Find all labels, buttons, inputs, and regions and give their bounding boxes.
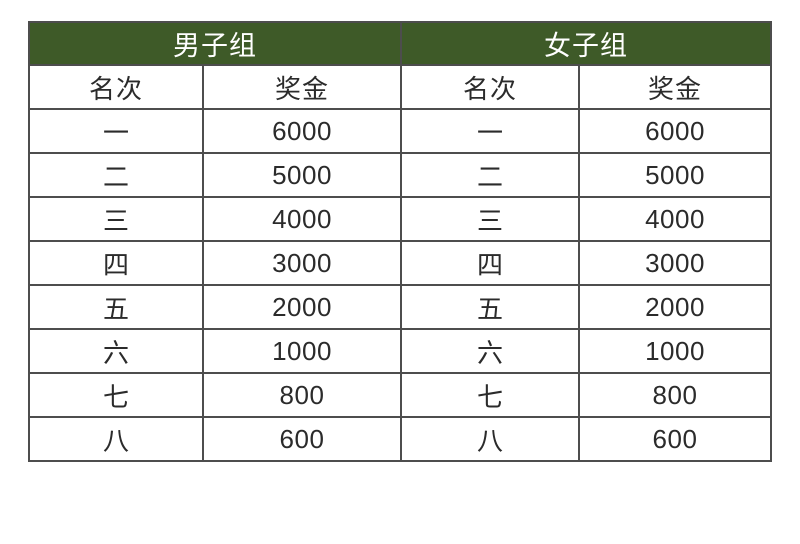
col-header-prize-men: 奖金 — [202, 64, 402, 110]
group-header-women: 女子组 — [400, 21, 772, 66]
women-prize-cell: 2000 — [578, 284, 772, 330]
col-header-prize-women: 奖金 — [578, 64, 772, 110]
women-rank-cell: 六 — [400, 328, 580, 374]
women-prize-cell: 600 — [578, 416, 772, 462]
men-rank-cell: 二 — [28, 152, 204, 198]
men-prize-cell: 4000 — [202, 196, 402, 242]
men-prize-cell: 5000 — [202, 152, 402, 198]
women-rank-cell: 三 — [400, 196, 580, 242]
women-rank-cell: 一 — [400, 108, 580, 154]
women-prize-cell: 4000 — [578, 196, 772, 242]
table-row: 四 3000 四 3000 — [28, 240, 772, 286]
group-header-men: 男子组 — [28, 21, 402, 66]
table-row: 三 4000 三 4000 — [28, 196, 772, 242]
men-rank-cell: 八 — [28, 416, 204, 462]
men-prize-cell: 3000 — [202, 240, 402, 286]
men-prize-cell: 800 — [202, 372, 402, 418]
men-rank-cell: 七 — [28, 372, 204, 418]
table-row: 六 1000 六 1000 — [28, 328, 772, 374]
table-row: 八 600 八 600 — [28, 416, 772, 462]
men-rank-cell: 四 — [28, 240, 204, 286]
men-prize-cell: 1000 — [202, 328, 402, 374]
women-rank-cell: 二 — [400, 152, 580, 198]
women-prize-cell: 5000 — [578, 152, 772, 198]
col-header-rank-women: 名次 — [400, 64, 580, 110]
men-prize-cell: 2000 — [202, 284, 402, 330]
table-row: 二 5000 二 5000 — [28, 152, 772, 198]
women-prize-cell: 6000 — [578, 108, 772, 154]
table-row: 五 2000 五 2000 — [28, 284, 772, 330]
men-rank-cell: 五 — [28, 284, 204, 330]
women-rank-cell: 五 — [400, 284, 580, 330]
women-rank-cell: 四 — [400, 240, 580, 286]
men-prize-cell: 600 — [202, 416, 402, 462]
men-rank-cell: 一 — [28, 108, 204, 154]
women-prize-cell: 3000 — [578, 240, 772, 286]
women-prize-cell: 800 — [578, 372, 772, 418]
column-header-row: 名次 奖金 名次 奖金 — [28, 64, 772, 110]
women-rank-cell: 八 — [400, 416, 580, 462]
table-row: 七 800 七 800 — [28, 372, 772, 418]
group-header-row: 男子组 女子组 — [28, 21, 772, 66]
men-rank-cell: 六 — [28, 328, 204, 374]
women-prize-cell: 1000 — [578, 328, 772, 374]
prize-table: 男子组 女子组 名次 奖金 名次 奖金 一 6000 一 6000 二 5000… — [28, 21, 772, 462]
men-prize-cell: 6000 — [202, 108, 402, 154]
women-rank-cell: 七 — [400, 372, 580, 418]
col-header-rank-men: 名次 — [28, 64, 204, 110]
table-row: 一 6000 一 6000 — [28, 108, 772, 154]
men-rank-cell: 三 — [28, 196, 204, 242]
